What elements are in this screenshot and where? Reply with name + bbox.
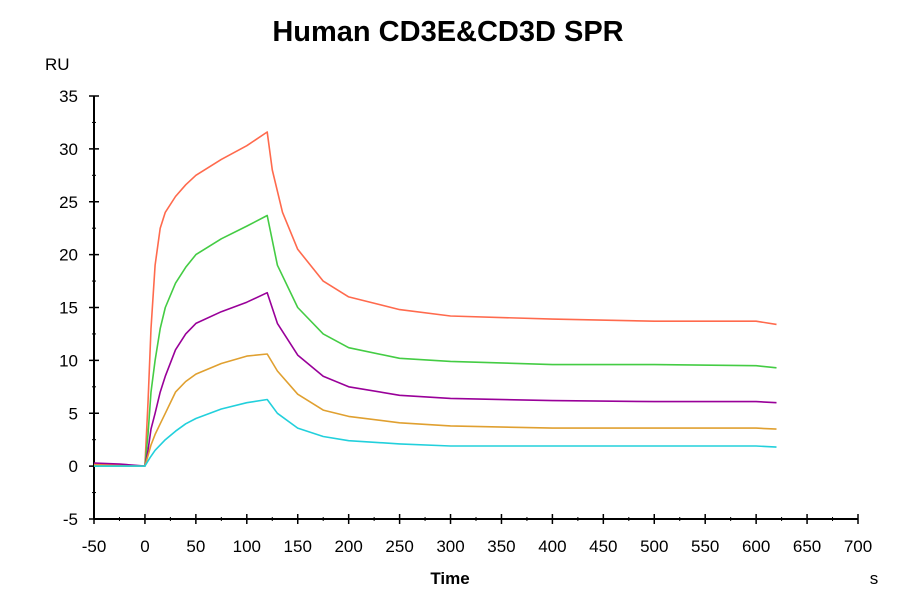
x-tick-label: 700: [844, 537, 872, 556]
series-line-2: [94, 214, 777, 467]
series-line-1: [93, 131, 777, 467]
x-tick-label: 50: [186, 537, 205, 556]
y-tick-label: 30: [59, 140, 78, 159]
x-tick-label: 600: [742, 537, 770, 556]
y-tick-label: 15: [59, 299, 78, 318]
y-unit-label: RU: [45, 55, 70, 74]
x-tick-label: 250: [385, 537, 413, 556]
chart-title: Human CD3E&CD3D SPR: [272, 16, 623, 48]
y-tick-label: 20: [59, 246, 78, 265]
y-tick-label: 10: [59, 351, 78, 370]
x-tick-label: 100: [233, 537, 261, 556]
y-tick-label: 25: [59, 193, 78, 212]
x-axis-label: Time: [430, 569, 469, 588]
x-tick-label: 200: [334, 537, 362, 556]
x-tick-label: 400: [538, 537, 566, 556]
series-line-5: [94, 398, 777, 467]
y-tick-label: 0: [69, 457, 78, 476]
y-tick-label: 5: [69, 404, 78, 423]
x-tick-label: -50: [82, 537, 107, 556]
x-tick-label: 550: [691, 537, 719, 556]
x-unit-label: s: [870, 569, 879, 588]
x-tick-label: 500: [640, 537, 668, 556]
x-tick-label: 650: [793, 537, 821, 556]
series-line-3: [93, 291, 777, 467]
x-tick-label: 350: [487, 537, 515, 556]
x-tick-label: 450: [589, 537, 617, 556]
x-tick-label: 300: [436, 537, 464, 556]
y-tick-label: -5: [63, 510, 78, 529]
x-tick-label: 150: [284, 537, 312, 556]
y-tick-label: 35: [59, 87, 78, 106]
series-line-4: [93, 353, 777, 467]
x-tick-label: 0: [140, 537, 149, 556]
